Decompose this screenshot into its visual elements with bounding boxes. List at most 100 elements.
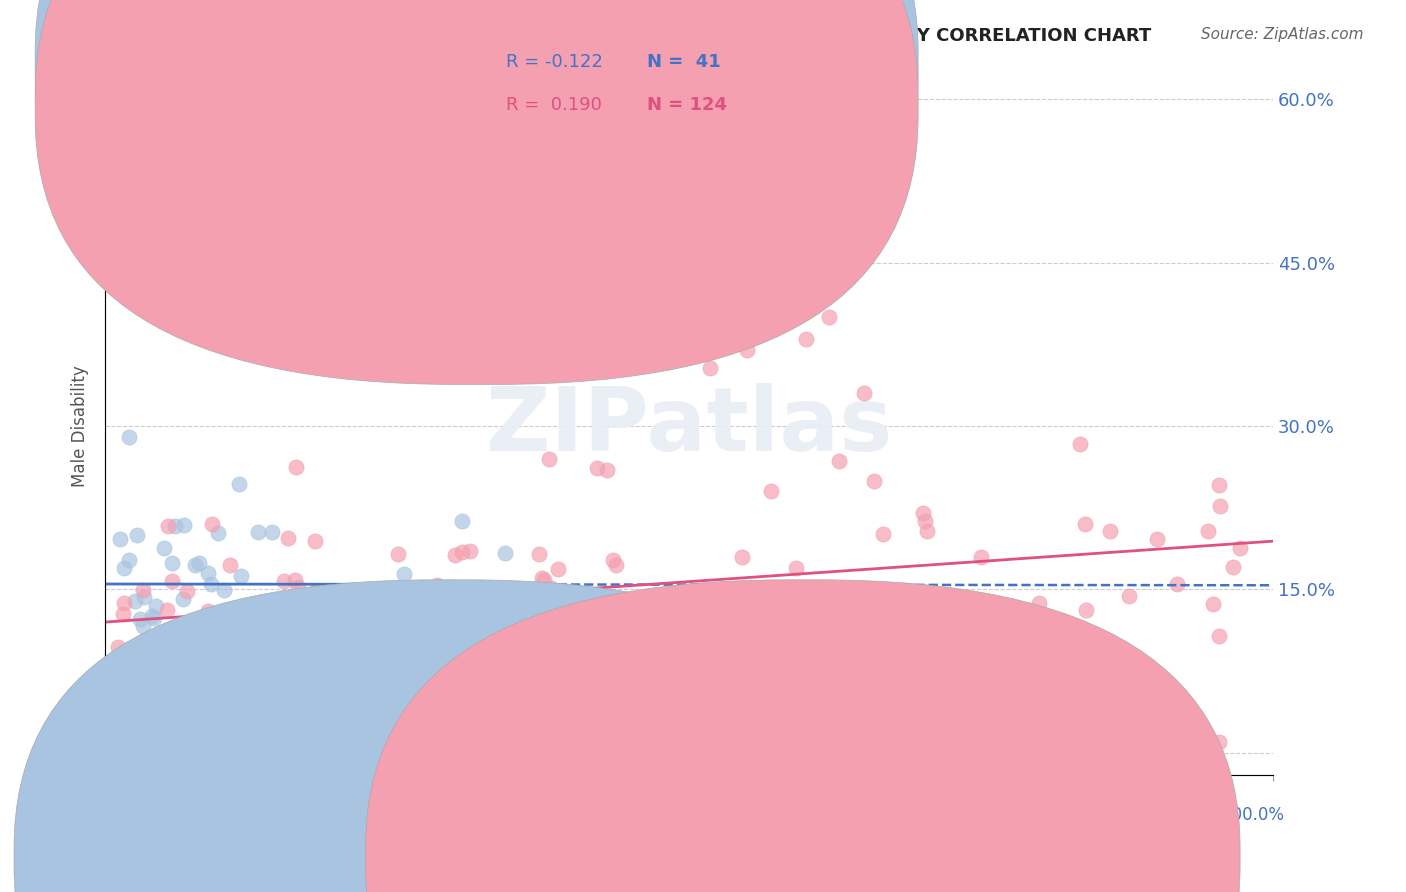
Text: N =  41: N = 41 <box>647 54 720 71</box>
Point <box>853 386 876 401</box>
Point <box>200 577 222 591</box>
Point <box>425 626 447 640</box>
Point <box>605 558 627 572</box>
Point <box>1202 597 1225 611</box>
Point <box>219 678 242 692</box>
Point <box>821 586 844 600</box>
Point <box>349 587 371 601</box>
Point <box>153 541 176 555</box>
Point <box>117 553 139 567</box>
Point <box>335 663 357 677</box>
Point <box>398 612 420 626</box>
Point <box>246 525 269 540</box>
Point <box>730 550 752 565</box>
Point <box>260 524 283 539</box>
Point <box>117 430 139 444</box>
Point <box>420 609 443 624</box>
Point <box>343 701 366 715</box>
Point <box>148 632 170 647</box>
Point <box>724 586 747 600</box>
Point <box>1087 697 1109 711</box>
Point <box>170 676 193 690</box>
Point <box>426 631 449 645</box>
Point <box>285 459 308 474</box>
Point <box>1144 686 1167 700</box>
Text: Immigrants from Central America: Immigrants from Central America <box>803 847 1081 865</box>
Point <box>201 642 224 657</box>
Text: Source: ZipAtlas.com: Source: ZipAtlas.com <box>1201 27 1364 42</box>
Point <box>1229 541 1251 555</box>
Point <box>344 682 367 697</box>
Point <box>489 655 512 669</box>
Point <box>160 574 183 589</box>
Point <box>246 605 269 619</box>
Point <box>142 687 165 701</box>
Point <box>699 360 721 375</box>
Point <box>165 518 187 533</box>
Point <box>297 593 319 607</box>
Point <box>132 582 155 597</box>
Point <box>444 548 467 562</box>
Point <box>654 353 676 368</box>
Point <box>125 640 148 654</box>
Point <box>404 610 426 624</box>
Point <box>1014 607 1036 622</box>
Point <box>143 610 166 624</box>
Point <box>430 591 453 605</box>
Point <box>187 556 209 570</box>
Point <box>785 561 807 575</box>
Point <box>586 712 609 726</box>
Point <box>602 553 624 567</box>
Point <box>915 524 938 539</box>
Point <box>207 526 229 541</box>
Point <box>911 506 934 520</box>
Text: 0.0%: 0.0% <box>94 806 135 824</box>
Point <box>721 658 744 673</box>
Point <box>970 549 993 564</box>
Point <box>1222 559 1244 574</box>
Point <box>201 517 224 532</box>
Point <box>818 310 841 324</box>
Point <box>231 568 253 582</box>
Point <box>125 528 148 542</box>
Point <box>626 626 648 640</box>
Point <box>129 612 152 626</box>
Point <box>450 545 472 559</box>
Point <box>277 531 299 545</box>
Point <box>107 640 129 655</box>
Point <box>162 556 184 570</box>
Point <box>176 682 198 697</box>
Point <box>478 603 501 617</box>
Point <box>112 596 135 610</box>
Point <box>426 578 449 592</box>
Point <box>872 527 894 541</box>
Point <box>920 666 942 681</box>
Point <box>215 610 238 624</box>
Point <box>305 583 328 598</box>
Text: 100.0%: 100.0% <box>1222 806 1285 824</box>
Point <box>1069 437 1091 451</box>
Point <box>217 684 239 698</box>
Point <box>183 633 205 648</box>
Point <box>312 669 335 683</box>
Point <box>441 580 464 594</box>
Y-axis label: Male Disability: Male Disability <box>72 365 89 487</box>
Text: R = -0.122: R = -0.122 <box>506 54 603 71</box>
Point <box>638 642 661 657</box>
Point <box>1166 577 1188 591</box>
Point <box>280 591 302 605</box>
Point <box>1083 635 1105 649</box>
Point <box>794 332 817 346</box>
Point <box>287 580 309 594</box>
Point <box>540 581 562 595</box>
Point <box>129 654 152 668</box>
Point <box>477 599 499 614</box>
Point <box>198 720 221 734</box>
Point <box>530 571 553 585</box>
Point <box>1028 686 1050 700</box>
Point <box>614 651 637 665</box>
Point <box>1076 602 1098 616</box>
Point <box>141 608 163 623</box>
Point <box>184 558 207 572</box>
Point <box>1073 517 1095 532</box>
